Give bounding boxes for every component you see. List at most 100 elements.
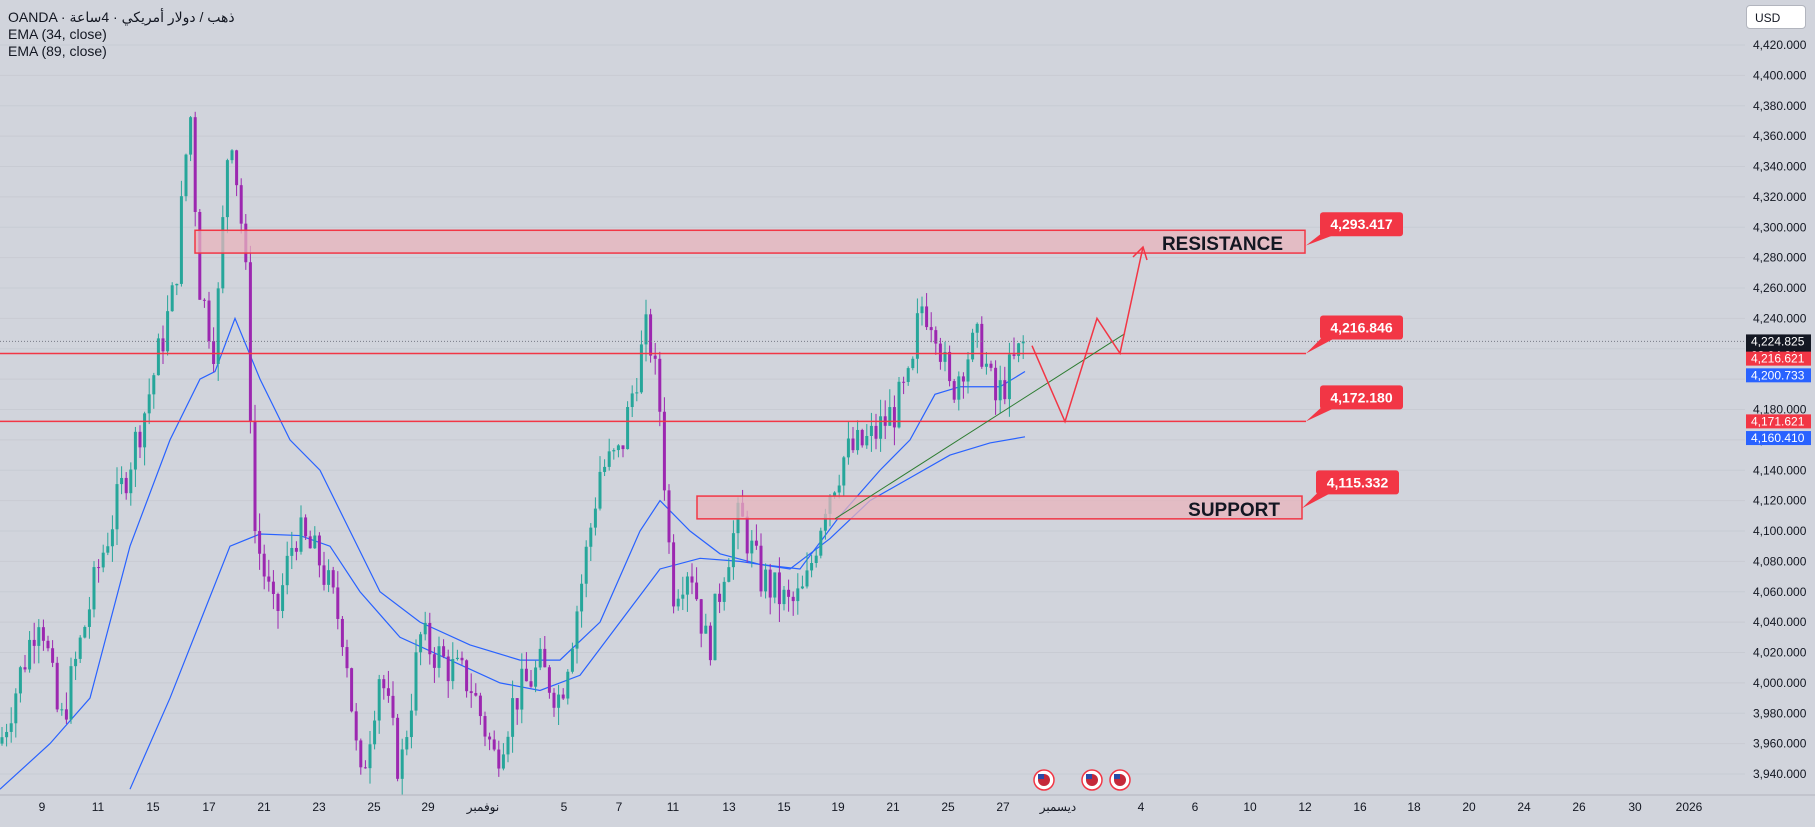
candle-body (658, 358, 662, 412)
price-tick-label: 4,020.000 (1753, 646, 1807, 660)
candle-body (869, 425, 873, 436)
candle-body (290, 547, 294, 556)
candle-body (957, 376, 961, 400)
candle-body (952, 381, 956, 400)
ema-89-legend[interactable]: EMA (89, close) (8, 43, 107, 59)
tag-resistance-text: 4,293.417 (1330, 216, 1392, 232)
candle-body (557, 694, 561, 708)
candle-body (313, 535, 317, 549)
candle-body (368, 744, 372, 769)
candle-body (354, 711, 358, 741)
candle-body (888, 407, 892, 426)
candle-body (1012, 354, 1016, 356)
candle-body (212, 341, 216, 364)
resistance-label: RESISTANCE (1162, 234, 1283, 255)
candle-body (681, 594, 685, 599)
ema-89-value-marker (1746, 368, 1811, 383)
candle-body (363, 767, 367, 769)
candle-body (281, 585, 285, 611)
candle-body (304, 517, 308, 537)
resistance-zone (194, 229, 1306, 254)
candle-body (520, 668, 524, 710)
candle-body (488, 736, 492, 740)
candle-body (465, 660, 469, 692)
candle-body (64, 709, 68, 720)
candle-body (239, 185, 243, 224)
candle-body (994, 367, 998, 401)
candle-body (902, 381, 906, 383)
ema-34-legend[interactable]: EMA (34, close) (8, 26, 107, 42)
time-tick-label: 21 (257, 800, 271, 814)
last-price-label: 4,224.825 (1751, 334, 1805, 348)
candle-body (37, 627, 41, 646)
candle-body (28, 639, 32, 670)
currency-button[interactable]: USD (1746, 5, 1806, 29)
candle-body (235, 150, 239, 186)
price-tick-label: 4,320.000 (1753, 190, 1807, 204)
candle-body (382, 679, 386, 689)
candle-body (271, 581, 275, 595)
candle-body (823, 513, 827, 531)
candle-body (147, 394, 151, 414)
candle-body (124, 477, 128, 494)
candle-body (704, 625, 708, 634)
candle-body (32, 639, 36, 646)
candle-body (874, 425, 878, 439)
candle-body (506, 736, 510, 755)
price-tick-label: 4,040.000 (1753, 615, 1807, 629)
candle-body (975, 323, 979, 333)
candle-body (276, 594, 280, 611)
time-tick-label: 16 (1353, 800, 1367, 814)
candle-body (759, 545, 763, 592)
symbol-title[interactable]: OANDA · ذهب / دولار أمريكي · 4ساعة (8, 9, 235, 25)
candle-body (566, 671, 570, 699)
time-tick-label: 4 (1138, 800, 1145, 814)
candle-body (543, 648, 547, 668)
candle-body (925, 306, 929, 328)
candle-body (460, 657, 464, 661)
us-flag-icon-canton (1038, 774, 1044, 779)
candle-body (718, 593, 722, 602)
candle-body (644, 314, 648, 345)
candle-body (612, 450, 616, 452)
candle-body (120, 477, 124, 485)
candle-body (18, 667, 22, 694)
candle-body (184, 154, 188, 197)
candle-body (327, 570, 331, 585)
candle-body (386, 688, 390, 696)
time-tick-label: 26 (1572, 800, 1586, 814)
candle-body (55, 662, 59, 710)
grid (0, 44, 1745, 775)
candle-body (837, 485, 841, 493)
time-tick-label: ديسمبر (1039, 800, 1077, 815)
candle-body (524, 668, 528, 682)
candle-body (607, 451, 611, 467)
candle-body (667, 490, 671, 543)
candle-body (294, 547, 298, 552)
time-tick-label: 29 (421, 800, 435, 814)
candle-body (202, 299, 206, 301)
time-tick-label: 25 (367, 800, 381, 814)
ema-34-value-marker (1746, 351, 1811, 366)
candle-body (570, 648, 574, 672)
candle-body (437, 646, 441, 668)
candle-body (92, 567, 96, 610)
candle-body (189, 117, 193, 155)
level-marker-label: 4,171.621 (1751, 414, 1805, 428)
price-tick-label: 4,060.000 (1753, 585, 1807, 599)
time-tick-label: 21 (886, 800, 900, 814)
time-tick-label: نوفمبر (466, 800, 499, 815)
candle-body (906, 368, 910, 382)
time-tick-label: 23 (312, 800, 326, 814)
candle-body (538, 648, 542, 668)
candle-body (860, 429, 864, 446)
level-marker-marker (1746, 414, 1811, 429)
candle-body (87, 609, 91, 627)
candle-body (230, 150, 234, 161)
time-tick-label: 18 (1407, 800, 1421, 814)
candle-body (920, 306, 924, 314)
candle-body (584, 546, 588, 584)
candle-body (791, 596, 795, 602)
